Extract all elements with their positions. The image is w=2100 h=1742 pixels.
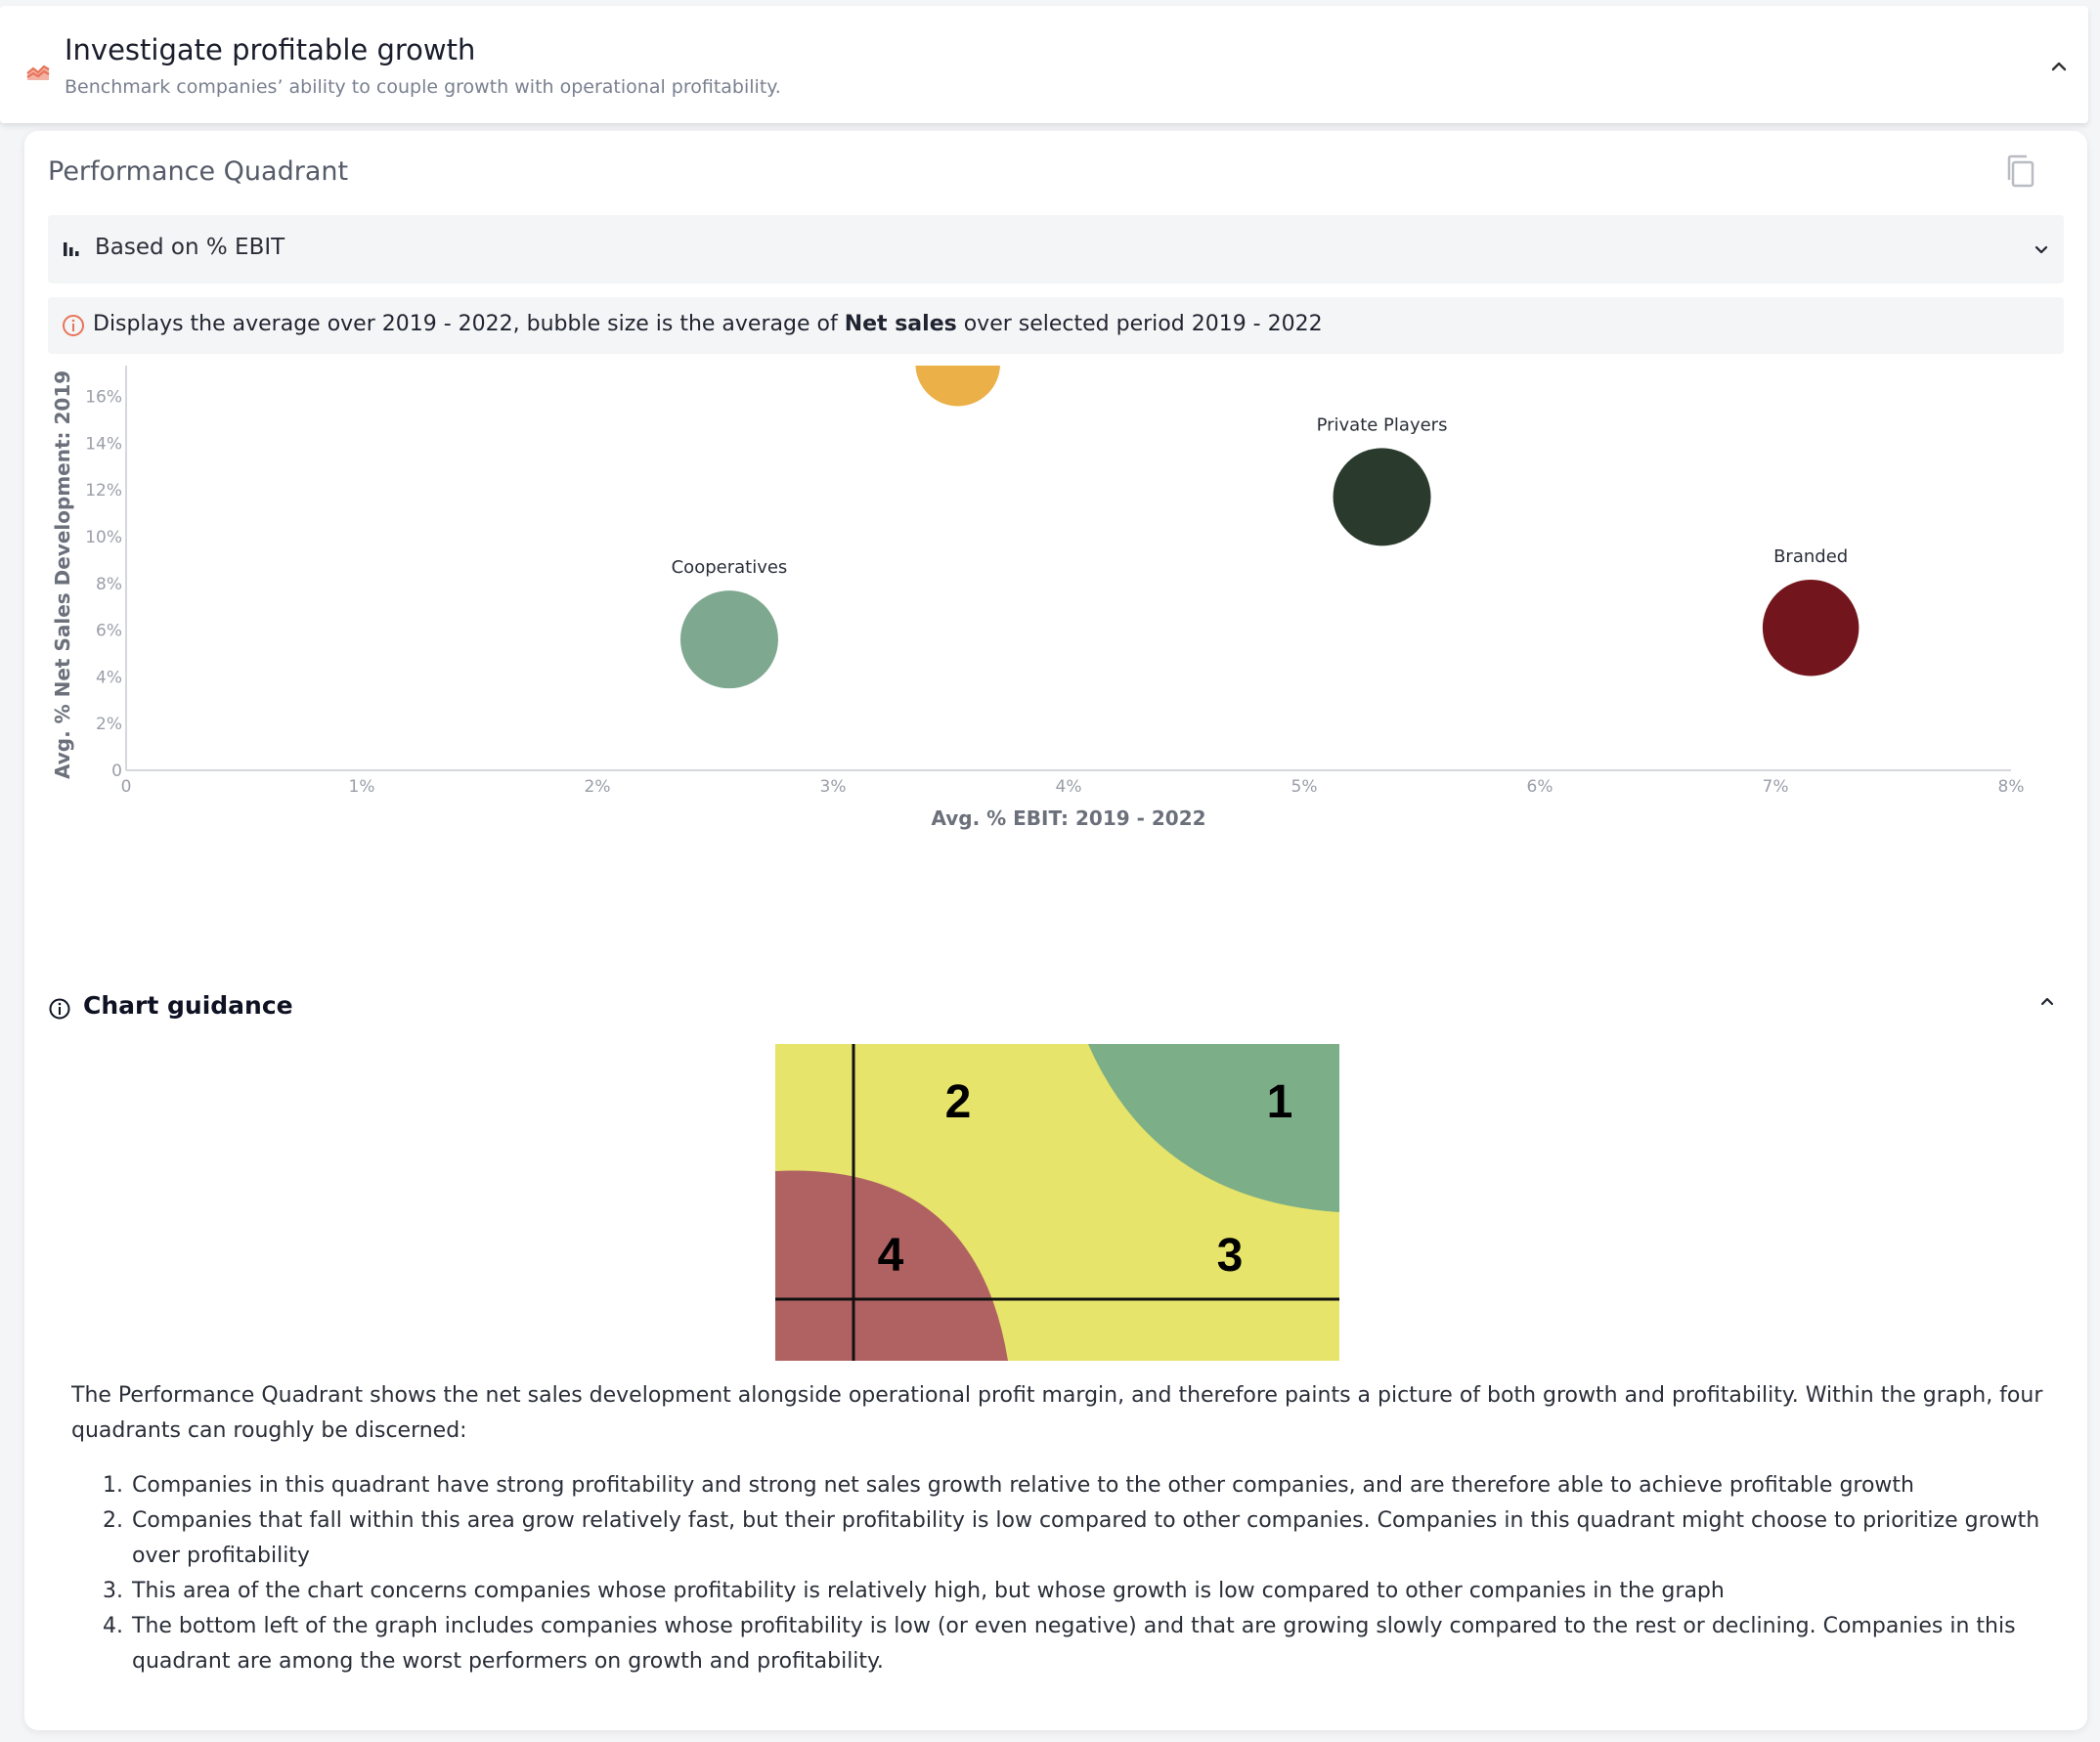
quadrant-label-3: 3 [1217, 1230, 1244, 1282]
y-tick-label: 8% [96, 575, 122, 594]
chevron-up-icon[interactable] [2036, 991, 2058, 1013]
x-tick-label: 7% [1763, 777, 1789, 797]
guidance-list: Companies in this quadrant have strong p… [71, 1468, 2066, 1679]
quadrant-label-4: 4 [878, 1230, 904, 1282]
chart-guidance-header[interactable]: Chart guidance [48, 987, 2064, 1026]
x-tick-label: 3% [820, 777, 847, 797]
y-tick-label: 10% [85, 528, 122, 547]
info-icon [49, 998, 70, 1020]
y-tick-label: 4% [96, 668, 122, 687]
x-tick-label: 6% [1527, 777, 1553, 797]
chart-guidance-title: Chart guidance [83, 991, 293, 1020]
x-tick-label: 1% [349, 777, 375, 797]
y-tick-label: 12% [85, 481, 122, 501]
metric-dropdown[interactable]: Based on % EBIT [48, 215, 2064, 283]
y-tick-label: 0 [111, 762, 122, 781]
quadrant-label-1: 1 [1267, 1076, 1293, 1128]
chevron-down-icon [2034, 245, 2048, 254]
guidance-item-2: Companies that fall within this area gro… [130, 1503, 2066, 1574]
performance-quadrant-chart: 02%4%6%8%10%12%14%16%18%20%01%2%3%4%5%6%… [51, 366, 2025, 830]
header-card: Investigate profitable growth Benchmark … [0, 6, 2088, 123]
bar-chart-icon [64, 242, 79, 256]
y-axis-label: Avg. % Net Sales Development: 2019 - 202… [51, 366, 74, 779]
bubble-label: Private Players [1317, 414, 1448, 435]
y-tick-label: 14% [85, 434, 122, 454]
info-banner: Displays the average over 2019 - 2022, b… [48, 297, 2064, 354]
performance-quadrant-card: Performance Quadrant Based on % EBIT Dis… [24, 131, 2087, 1730]
card-title: Performance Quadrant [48, 156, 349, 187]
guidance-item-3: This area of the chart concerns companie… [130, 1574, 2066, 1609]
y-tick-label: 2% [96, 715, 122, 734]
guidance-item-1: Companies in this quadrant have strong p… [130, 1468, 2066, 1503]
x-axis-label: Avg. % EBIT: 2019 - 2022 [931, 806, 1205, 830]
bubble-private-players [1333, 448, 1431, 546]
info-text-bold: Net sales [844, 312, 957, 336]
page-subtitle: Benchmark companies’ ability to couple g… [65, 76, 781, 98]
info-text: Displays the average over 2019 - 2022, b… [93, 312, 1323, 336]
quadrant-4-area [775, 1170, 1008, 1361]
bubble-branded [1762, 579, 1859, 676]
quadrant-label-2: 2 [945, 1076, 972, 1128]
x-tick-label: 0 [121, 777, 132, 797]
dropdown-selected-value: Based on % EBIT [95, 235, 285, 260]
copy-icon[interactable] [2001, 152, 2040, 192]
x-tick-label: 5% [1291, 777, 1318, 797]
quadrant-illustration: 2 1 4 3 [775, 1044, 1339, 1361]
area-chart-icon [26, 65, 50, 80]
info-icon [63, 315, 84, 336]
x-tick-label: 8% [1998, 777, 2025, 797]
y-tick-label: 6% [96, 622, 122, 641]
chart-guidance-text: The Performance Quadrant shows the net s… [71, 1378, 2066, 1679]
x-tick-label: 4% [1056, 777, 1082, 797]
x-tick-label: 2% [585, 777, 611, 797]
chevron-up-icon[interactable] [2047, 55, 2071, 78]
y-tick-label: 16% [85, 388, 122, 408]
page-title: Investigate profitable growth [65, 33, 476, 66]
bubble-bulk [915, 366, 1000, 407]
guidance-item-4: The bottom left of the graph includes co… [130, 1609, 2066, 1679]
bubble-label: Branded [1773, 546, 1848, 567]
guidance-intro: The Performance Quadrant shows the net s… [71, 1383, 2043, 1443]
bubble-label: Cooperatives [672, 557, 788, 578]
bubble-cooperatives [679, 590, 778, 689]
quadrant-1-area [1088, 1044, 1339, 1212]
